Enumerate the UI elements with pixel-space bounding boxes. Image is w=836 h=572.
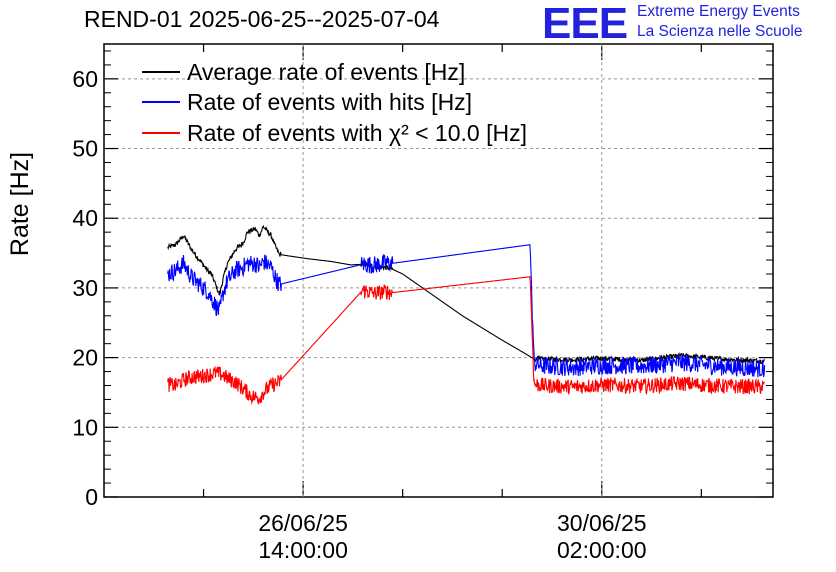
eee-logo-icon: EEE bbox=[542, 0, 628, 48]
x-tick-label-date: 26/06/25 bbox=[258, 510, 348, 536]
series-line-1 bbox=[167, 224, 765, 365]
y-tick-label: 20 bbox=[72, 345, 98, 371]
legend-label-3: Rate of events with χ² < 10.0 [Hz] bbox=[187, 120, 527, 146]
logo-subtitle-line2: La Scienza nelle Scuole bbox=[637, 23, 803, 40]
y-axis-label: Rate [Hz] bbox=[6, 152, 34, 256]
y-tick-label: 40 bbox=[72, 205, 98, 231]
legend-label-1: Average rate of events [Hz] bbox=[187, 59, 465, 85]
plot-frame bbox=[103, 43, 774, 498]
y-tick-label: 60 bbox=[72, 66, 98, 92]
x-tick-label-time: 14:00:00 bbox=[258, 537, 348, 563]
logo-subtitle-line1: Extreme Energy Events bbox=[637, 3, 800, 20]
series-line-2 bbox=[167, 244, 766, 378]
y-tick-label: 50 bbox=[72, 136, 98, 162]
x-tick-label-time: 02:00:00 bbox=[557, 537, 647, 563]
series-line-3 bbox=[167, 276, 766, 405]
y-tick-label: 0 bbox=[85, 484, 98, 510]
x-tick-label-date: 30/06/25 bbox=[557, 510, 647, 536]
legend-label-2: Rate of events with hits [Hz] bbox=[187, 89, 472, 115]
y-tick-label: 10 bbox=[72, 414, 98, 440]
chart-title: REND-01 2025-06-25--2025-07-04 bbox=[84, 6, 440, 32]
y-tick-label: 30 bbox=[72, 275, 98, 301]
